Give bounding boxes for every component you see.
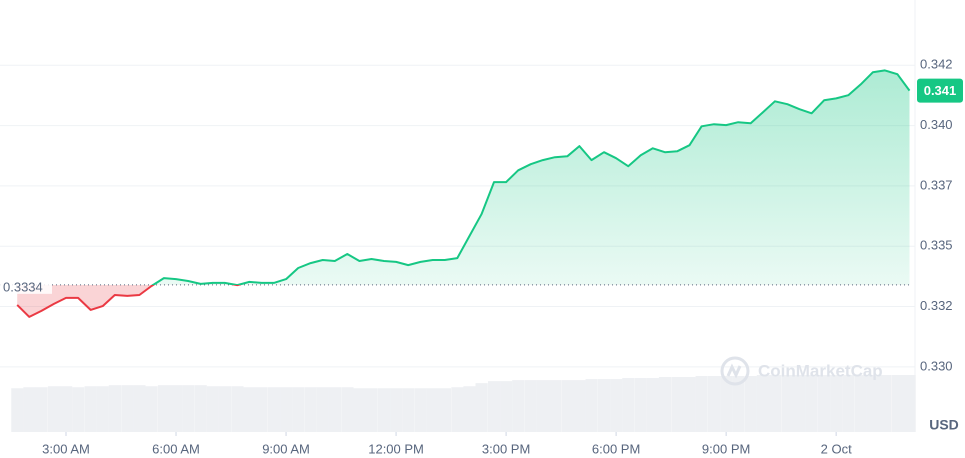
- volume-bar: [170, 385, 183, 432]
- volume-bar: [536, 380, 549, 432]
- y-tick-label: 0.330: [920, 358, 953, 373]
- price-badge: [917, 78, 963, 103]
- area-up: [153, 70, 910, 285]
- volume-bar: [756, 375, 770, 432]
- volume-bar: [414, 388, 427, 432]
- volume-bar: [500, 381, 513, 432]
- y-tick-label: 0.340: [920, 117, 953, 132]
- volume-bar: [255, 387, 268, 432]
- volume-bar: [231, 386, 244, 432]
- currency-label: USD: [929, 417, 959, 433]
- volume-bar: [463, 386, 476, 432]
- volume-bar: [341, 387, 354, 432]
- volume-bar: [805, 375, 818, 432]
- volume-bar: [866, 375, 880, 432]
- volume-bar: [316, 387, 329, 432]
- volume-bar: [243, 387, 256, 432]
- volume-bar: [353, 388, 366, 432]
- volume-bar: [854, 375, 867, 432]
- volume-bar: [182, 385, 195, 432]
- volume-bar: [548, 380, 562, 432]
- x-tick-label: 3:00 PM: [482, 441, 530, 456]
- volume-bar: [585, 379, 598, 432]
- volume-bar: [426, 388, 439, 432]
- volume-bar: [108, 385, 121, 432]
- volume-bar: [671, 377, 684, 432]
- volume-bar: [304, 387, 317, 432]
- y-tick-label: 0.342: [920, 57, 953, 72]
- volume-bar: [96, 386, 109, 432]
- y-tick-label: 0.337: [920, 177, 953, 192]
- baseline-label: 0.3334: [3, 279, 43, 294]
- volume-bar: [646, 378, 659, 432]
- volume-bar: [598, 379, 611, 432]
- volume-bar: [744, 376, 757, 432]
- area-down: [17, 284, 910, 317]
- volume-bar: [475, 383, 488, 432]
- volume-bar: [781, 375, 794, 432]
- x-tick-label: 12:00 PM: [368, 441, 424, 456]
- price-badge-label: 0.341: [924, 83, 957, 98]
- volume-bar: [365, 388, 378, 432]
- volume-bar: [634, 378, 647, 432]
- volume-bar: [512, 380, 525, 432]
- volume-bar: [524, 380, 537, 432]
- volume-bar: [830, 375, 843, 432]
- volume-bar: [658, 377, 672, 432]
- volume-bar: [267, 387, 281, 432]
- volume-bar: [377, 388, 391, 432]
- volume-bar: [23, 387, 36, 432]
- volume-bar: [390, 388, 403, 432]
- volume-bar: [732, 376, 745, 432]
- volume-bar: [280, 387, 293, 432]
- volume-bar: [72, 387, 85, 432]
- volume-bar: [720, 376, 733, 432]
- x-tick-label: 2 Oct: [821, 441, 852, 456]
- volume-bar: [402, 388, 415, 432]
- volume-bar: [903, 375, 916, 432]
- baseline-label-bg: [0, 275, 52, 294]
- volume-bar: [451, 387, 464, 432]
- y-tick-label: 0.332: [920, 298, 953, 313]
- volume-bar: [793, 375, 806, 432]
- volume-bar: [842, 375, 855, 432]
- price-line: [16, 69, 911, 318]
- x-tick-label: 6:00 AM: [152, 441, 200, 456]
- volume-bar: [561, 380, 574, 432]
- watermark-logo: [720, 356, 750, 386]
- volume-bar: [487, 381, 501, 432]
- volume-bar: [438, 388, 452, 432]
- volume-bar: [60, 386, 73, 432]
- volume-bar: [292, 387, 305, 432]
- volume-bar: [35, 387, 48, 432]
- volume-bar: [708, 376, 721, 432]
- volume-bar: [768, 375, 782, 432]
- volume-bar: [891, 375, 904, 432]
- volume-bar: [573, 380, 586, 432]
- x-tick-label: 6:00 PM: [592, 441, 640, 456]
- volume-bar: [11, 388, 24, 432]
- volume-bar: [683, 377, 696, 432]
- volume-bar: [695, 376, 708, 432]
- x-tick-label: 9:00 PM: [702, 441, 750, 456]
- volume-bar: [145, 386, 158, 432]
- x-tick-label: 3:00 AM: [42, 441, 90, 456]
- volume-bar: [157, 385, 171, 432]
- volume-bar: [121, 385, 134, 432]
- watermark: CoinMarketCap: [758, 361, 883, 380]
- volume-bar: [84, 386, 97, 432]
- volume-bar: [818, 375, 831, 432]
- volume-bar: [133, 385, 146, 432]
- volume-bar: [328, 387, 342, 432]
- volume-bar: [878, 375, 892, 432]
- volume-bar: [622, 378, 635, 432]
- x-tick-label: 9:00 AM: [262, 441, 310, 456]
- volume-bar: [218, 386, 232, 432]
- volume-bar: [47, 386, 61, 432]
- y-tick-label: 0.335: [920, 238, 953, 253]
- volume-bar: [194, 385, 207, 432]
- volume-bar: [610, 379, 623, 432]
- volume-bar: [206, 386, 219, 432]
